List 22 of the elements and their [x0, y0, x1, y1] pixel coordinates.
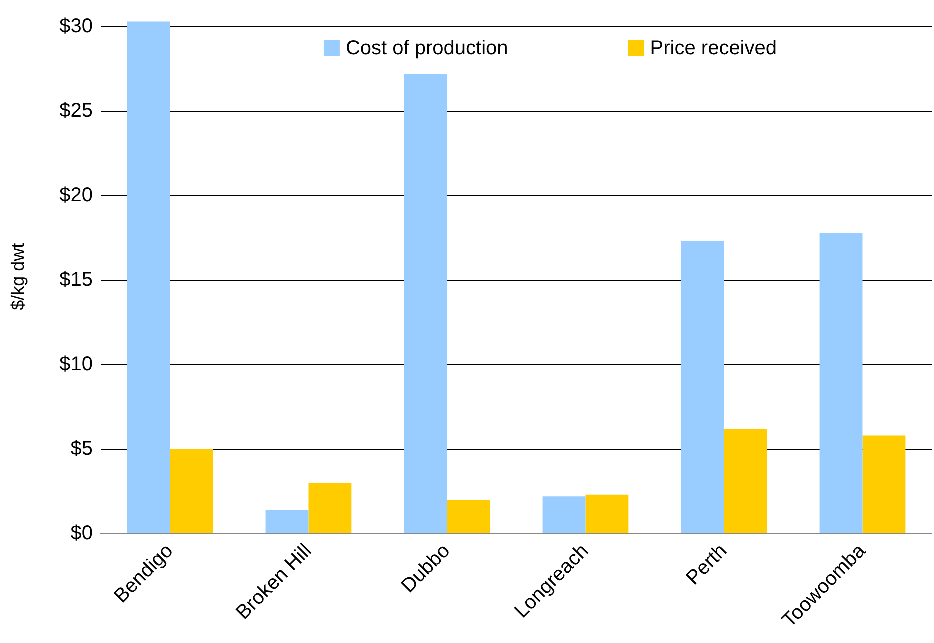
- y-tick-label: $20: [60, 184, 93, 206]
- bar: [404, 74, 448, 534]
- bar: [308, 483, 352, 534]
- y-tick-label: $10: [60, 353, 93, 376]
- bar: [862, 436, 906, 534]
- y-tick-label: $25: [60, 100, 93, 122]
- bar: [542, 496, 586, 534]
- y-tick-label: $30: [60, 15, 93, 38]
- y-axis-title: $/kg dwt: [8, 243, 28, 310]
- bar: [586, 494, 629, 534]
- y-tick-label: $5: [70, 438, 93, 460]
- bar: [820, 232, 863, 534]
- bar: [447, 500, 490, 534]
- legend-label: Cost of production: [346, 38, 508, 60]
- bar: [170, 449, 214, 534]
- bar: [724, 428, 768, 534]
- bar: [266, 510, 309, 534]
- bar: [681, 241, 724, 534]
- y-tick-label: $15: [60, 268, 93, 291]
- bar: [127, 22, 170, 534]
- legend-label: Price received: [650, 38, 777, 60]
- y-tick-label: $0: [70, 522, 93, 544]
